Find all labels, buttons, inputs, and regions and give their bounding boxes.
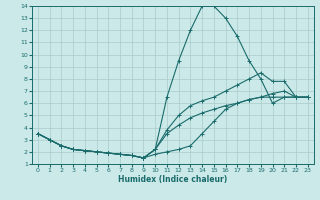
X-axis label: Humidex (Indice chaleur): Humidex (Indice chaleur) [118,175,228,184]
